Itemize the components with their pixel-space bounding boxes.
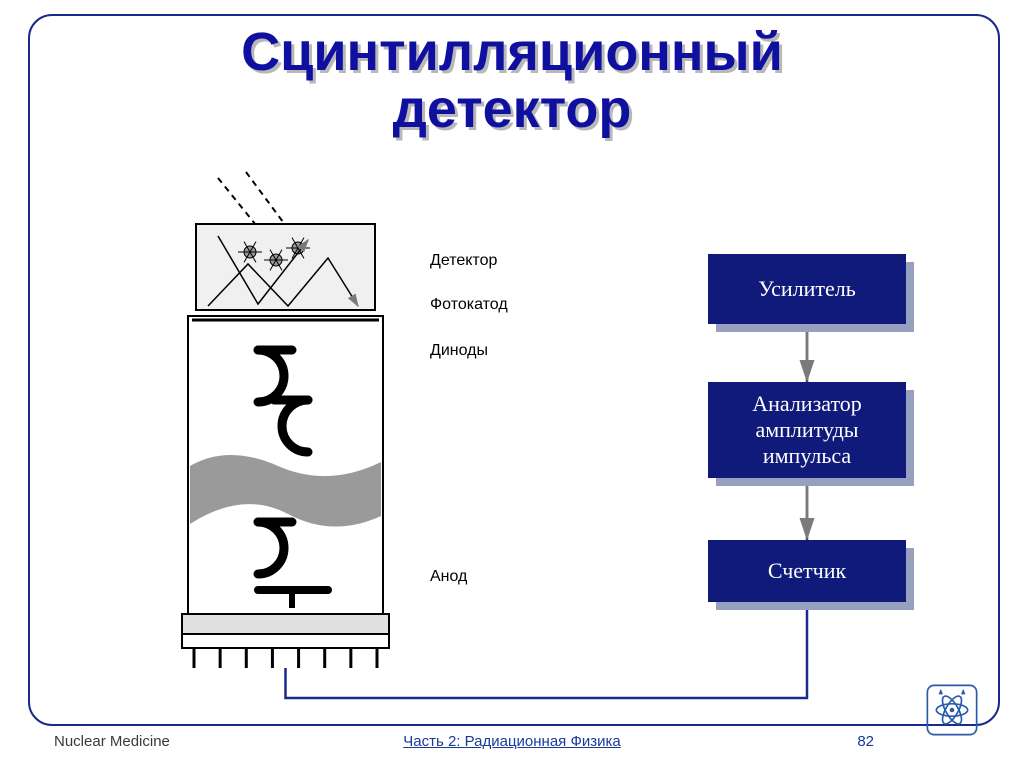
label-photocathode: Фотокатод [430,296,508,314]
iaea-logo-icon [924,682,980,738]
flow-amplifier: Усилитель [708,254,906,324]
label-detector: Детектор [430,252,497,270]
label-dynodes: Диноды [430,342,488,360]
slide: Сцинтилляционный Сцинтилляционный детект… [0,0,1024,768]
slide-title: Сцинтилляционный Сцинтилляционный детект… [0,24,1024,137]
flow-analyzer: Анализаторамплитудыимпульса [708,382,906,478]
footer-page: 82 [857,733,874,750]
label-anode: Анод [430,568,467,586]
flow-counter: Счетчик [708,540,906,602]
